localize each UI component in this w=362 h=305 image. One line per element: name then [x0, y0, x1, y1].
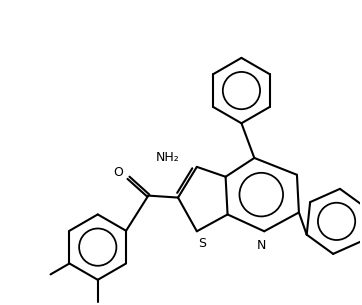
Text: N: N: [257, 239, 266, 252]
Text: O: O: [114, 166, 123, 179]
Text: S: S: [198, 237, 206, 250]
Text: NH₂: NH₂: [156, 152, 180, 164]
